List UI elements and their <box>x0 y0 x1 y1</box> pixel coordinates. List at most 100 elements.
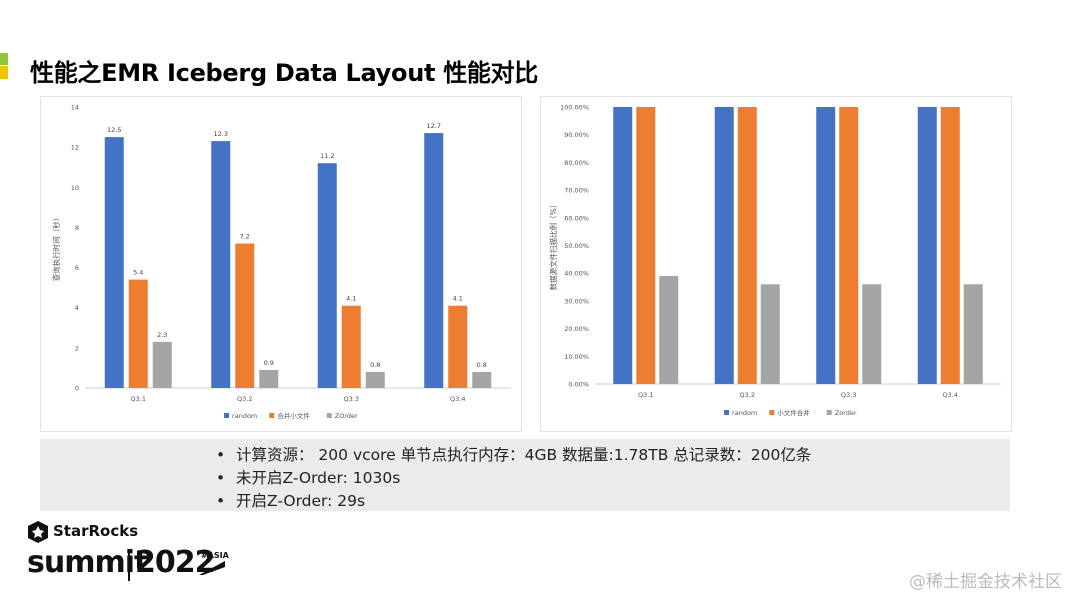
info-item-text: 开启Z-Order: 29s <box>236 492 366 510</box>
logo-brand-text: StarRocks <box>53 522 139 540</box>
data-label: 2.3 <box>157 331 167 339</box>
x-tick-label: Q3.4 <box>450 395 465 403</box>
x-tick-label: Q3.1 <box>131 395 146 403</box>
legend-swatch <box>224 413 230 418</box>
y-tick-label: 20.00% <box>564 325 589 333</box>
legend-label: random <box>732 409 757 417</box>
y-tick-label: 60.00% <box>564 214 589 222</box>
bar <box>714 107 734 384</box>
info-item-text: 计算资源： 200 vcore 单节点执行内存：4GB 数据量:1.78TB 总… <box>236 446 812 464</box>
y-axis-title: 数据源文件扫描比例（%） <box>548 201 558 291</box>
y-tick-label: 14 <box>71 104 79 112</box>
legend-label: random <box>232 412 257 420</box>
y-tick-label: 6 <box>75 264 79 272</box>
logo-tag-text: #ASIA <box>201 551 229 560</box>
y-tick-label: 90.00% <box>564 131 589 139</box>
bar <box>839 107 859 384</box>
y-tick-label: 40.00% <box>564 270 589 278</box>
bullet-icon: • <box>216 446 226 464</box>
bar <box>816 107 836 384</box>
bar <box>365 371 385 388</box>
bar <box>940 107 960 384</box>
bar <box>128 279 148 388</box>
data-label: 12.5 <box>107 126 121 134</box>
bar <box>341 305 361 388</box>
x-tick-label: Q3.3 <box>344 395 359 403</box>
data-label: 4.1 <box>453 295 463 303</box>
bar <box>104 137 124 388</box>
slide-title: 性能之EMR Iceberg Data Layout 性能对比 <box>30 59 539 87</box>
logo-flag-icon <box>199 561 225 575</box>
y-tick-label: 10 <box>71 184 79 192</box>
scan-ratio-chart: 0.00% 10.00% 20.00% 30.00% 40.00% 50.00% 60.00… <box>540 96 1012 432</box>
y-tick-label: 30.00% <box>564 297 589 305</box>
data-label: 4.1 <box>346 295 356 303</box>
bullet-icon: • <box>216 492 226 510</box>
query-time-chart-svg: 0 2 4 6 8 10 12 14 查询执行时间（秒） 12.5 5.4 2.3 Q3.1 12.3 7.… <box>51 104 511 420</box>
bar <box>152 341 172 388</box>
info-list: • 计算资源： 200 vcore 单节点执行内存：4GB 数据量:1.78TB … <box>216 444 811 513</box>
y-tick-label: 0 <box>75 385 79 393</box>
query-time-chart: 0 2 4 6 8 10 12 14 查询执行时间（秒） 12.5 5.4 2.3 Q3.1 12.3 7.… <box>40 96 522 432</box>
bar <box>737 107 757 384</box>
legend-label: Zorder <box>835 409 857 417</box>
info-item: • 未开启Z-Order: 1030s <box>216 467 811 490</box>
x-tick-label: Q3.2 <box>237 395 252 403</box>
bar <box>862 284 882 384</box>
legend-swatch <box>826 410 832 415</box>
bar <box>917 107 937 384</box>
y-tick-label: 70.00% <box>564 187 589 195</box>
bullet-icon: • <box>216 469 226 487</box>
bar <box>659 275 679 384</box>
x-tick-label: Q3.2 <box>740 391 755 399</box>
y-tick-label: 8 <box>75 224 79 232</box>
starrocks-summit-logo: StarRocks summit 2022 #ASIA <box>27 521 247 591</box>
y-tick-label: 2 <box>75 344 79 352</box>
bar <box>211 141 231 388</box>
y-tick-label: 80.00% <box>564 159 589 167</box>
y-tick-label: 10.00% <box>564 353 589 361</box>
legend-swatch <box>269 413 275 418</box>
data-label: 12.3 <box>214 130 228 138</box>
legend-label: ZOrder <box>335 412 358 420</box>
bar <box>760 284 780 384</box>
y-tick-label: 50.00% <box>564 242 589 250</box>
data-label: 0.8 <box>477 361 487 369</box>
bar <box>259 369 279 388</box>
bar <box>472 371 492 388</box>
bar <box>963 284 983 384</box>
watermark: @稀土掘金技术社区 <box>909 572 1062 592</box>
bar <box>317 163 337 388</box>
info-item-text: 未开启Z-Order: 1030s <box>236 469 401 487</box>
y-tick-label: 4 <box>75 304 79 312</box>
info-item: • 计算资源： 200 vcore 单节点执行内存：4GB 数据量:1.78TB … <box>216 444 811 467</box>
data-label: 0.8 <box>370 361 380 369</box>
y-tick-label: 0.00% <box>568 381 589 389</box>
logo-divider <box>128 551 130 581</box>
starrocks-logo-icon <box>28 521 48 543</box>
y-tick-label: 100.00% <box>560 104 589 112</box>
x-tick-label: Q3.1 <box>638 391 653 399</box>
bar <box>448 305 468 388</box>
data-label: 5.4 <box>133 269 143 277</box>
legend-swatch <box>769 410 775 415</box>
bar <box>424 133 444 388</box>
bar <box>636 107 656 384</box>
title-accent-yellow <box>0 66 8 79</box>
info-item: • 开启Z-Order: 29s <box>216 490 811 513</box>
legend-swatch <box>326 413 332 418</box>
title-accent-green <box>0 53 8 65</box>
legend-swatch <box>724 410 730 415</box>
x-tick-label: Q3.4 <box>943 391 958 399</box>
legend-label: 小文件合并 <box>777 408 810 417</box>
data-label: 0.9 <box>264 359 274 367</box>
scan-ratio-chart-svg: 0.00% 10.00% 20.00% 30.00% 40.00% 50.00% 60.00… <box>548 104 1001 417</box>
bar <box>613 107 633 384</box>
data-label: 7.2 <box>240 232 250 240</box>
data-label: 12.7 <box>427 122 441 130</box>
bar <box>235 243 255 388</box>
legend-label: 合并小文件 <box>277 411 310 420</box>
info-box: • 计算资源： 200 vcore 单节点执行内存：4GB 数据量:1.78TB … <box>40 439 1010 511</box>
x-tick-label: Q3.3 <box>841 391 856 399</box>
y-tick-label: 12 <box>71 144 79 152</box>
